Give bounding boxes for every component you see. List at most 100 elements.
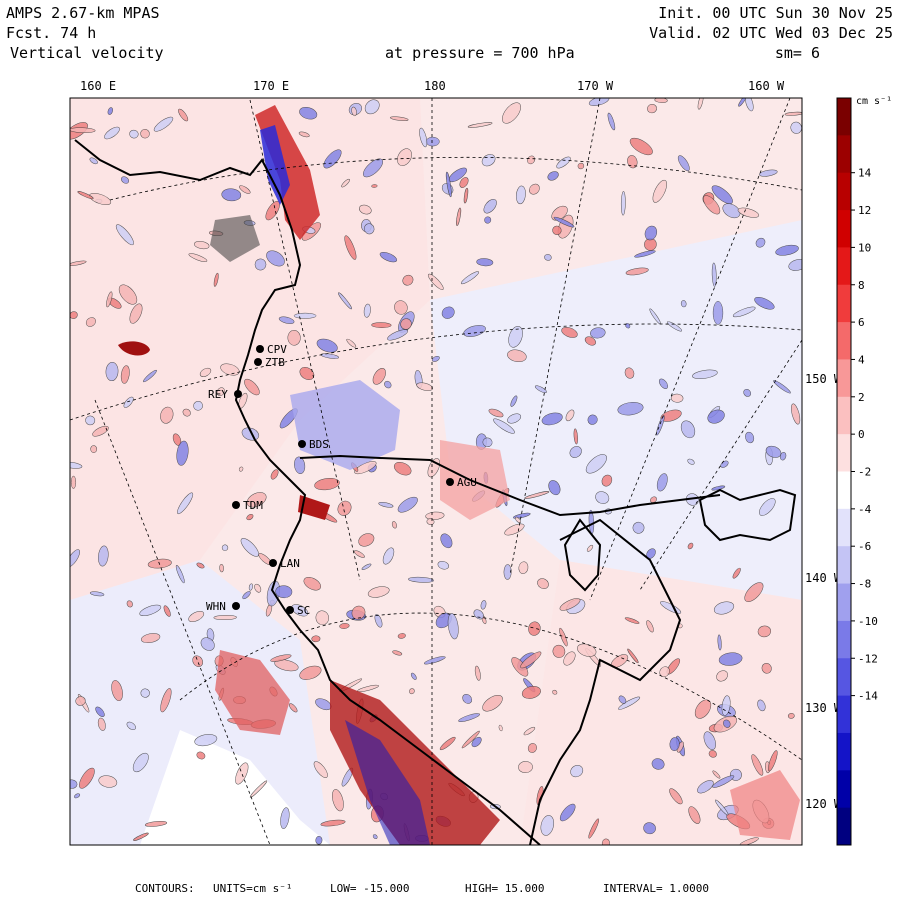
colorbar-tick-label: -2 (858, 466, 871, 479)
colorbar-cell (837, 732, 851, 771)
velocity-patch (556, 156, 571, 169)
velocity-patch (140, 688, 150, 698)
velocity-patch (70, 461, 83, 469)
velocity-patch (483, 198, 497, 214)
velocity-patch (70, 779, 78, 789)
velocity-patch (482, 437, 493, 447)
strong-updraft-areas (118, 105, 800, 845)
velocity-patch (617, 402, 644, 416)
pressure-level: at pressure = 700 hPa (385, 44, 575, 62)
velocity-patch (573, 428, 578, 445)
graticule (70, 98, 802, 845)
velocity-patch (175, 564, 185, 584)
velocity-patch (687, 458, 695, 465)
velocity-patch (647, 104, 657, 114)
velocity-patch (561, 327, 578, 338)
velocity-patch (288, 703, 298, 713)
velocity-patch (364, 99, 380, 115)
velocity-patch (784, 111, 802, 116)
velocity-patch (235, 762, 249, 785)
velocity-patch (115, 224, 134, 246)
high-label: HIGH= 15.000 (465, 882, 544, 895)
velocity-patch (514, 516, 522, 524)
velocity-patch (687, 542, 694, 550)
velocity-patch (129, 303, 143, 324)
velocity-patch (694, 699, 712, 719)
station-label: REY (208, 388, 228, 401)
velocity-patch (754, 297, 775, 310)
velocity-patch (248, 583, 253, 591)
velocity-patch (437, 560, 450, 570)
velocity-patch (213, 272, 219, 287)
velocity-patch (372, 834, 378, 840)
velocity-patch (508, 326, 523, 348)
velocity-patch (314, 478, 340, 491)
velocity-patch (153, 116, 174, 132)
station-dot (232, 602, 240, 610)
velocity-patch (397, 633, 406, 639)
velocity-patch (527, 155, 536, 165)
contours-label: CONTOURS: (135, 882, 195, 895)
velocity-patch (624, 367, 635, 379)
velocity-patch (79, 767, 95, 789)
velocity-patch (601, 838, 610, 845)
velocity-patch (129, 129, 139, 139)
velocity-patch (374, 614, 383, 628)
colorbar-cell (837, 135, 851, 174)
velocity-patch (761, 662, 772, 674)
velocity-patch (199, 367, 212, 377)
velocity-patch (722, 203, 741, 219)
velocity-patch (104, 126, 120, 140)
lon-label-170e: 170 E (253, 79, 289, 93)
station-label: LAN (280, 557, 300, 570)
velocity-patch (745, 98, 754, 112)
velocity-patch (632, 521, 645, 534)
interval-label: INTERVAL= 1.0000 (603, 882, 709, 895)
velocity-patch (346, 338, 357, 348)
velocity-patch (213, 614, 237, 621)
contour-info: CONTOURS: UNITS=cm s⁻¹ LOW= -15.000 HIGH… (135, 882, 709, 895)
velocity-patch (391, 521, 397, 529)
colorbar-cell (837, 658, 851, 697)
velocity-patch (751, 754, 764, 776)
velocity-patch (670, 393, 684, 403)
velocity-patch (341, 178, 350, 188)
velocity-patch (425, 511, 445, 520)
velocity-patch (462, 694, 473, 704)
velocity-patch (471, 736, 482, 748)
velocity-patch (313, 761, 328, 778)
colorbar-cell (837, 434, 851, 472)
velocity-patch (196, 751, 206, 760)
velocity-patch (711, 262, 717, 287)
velocity-patch (351, 106, 357, 117)
velocity-patch (382, 547, 395, 565)
velocity-patch (242, 591, 251, 600)
colorbar-cell (837, 546, 851, 585)
velocity-patch (669, 737, 680, 751)
velocity-patch (85, 317, 96, 327)
velocity-patch (656, 473, 668, 492)
velocity-patch (680, 420, 696, 439)
velocity-patch (74, 793, 81, 799)
lat-label-150w: 150 W (805, 372, 842, 386)
velocity-patch (408, 576, 434, 583)
station-dot (269, 559, 277, 567)
velocity-patch (126, 600, 133, 608)
colorbar-cell (837, 508, 851, 547)
colorbar-tick-label: -6 (858, 540, 871, 553)
map-frame (69, 97, 803, 846)
velocity-patch (270, 469, 279, 480)
velocity-patch (196, 562, 205, 569)
velocity-patch (416, 382, 433, 391)
velocity-patch (194, 241, 210, 250)
station-dot (234, 390, 242, 398)
velocity-patch (493, 418, 515, 434)
station-label: SC (297, 604, 310, 617)
velocity-patch (95, 706, 105, 717)
velocity-patch (527, 743, 537, 753)
velocity-patch (552, 689, 558, 695)
velocity-patch (177, 492, 194, 515)
velocity-patch (463, 187, 469, 204)
velocity-patch (246, 492, 267, 508)
velocity-patch (595, 491, 610, 504)
